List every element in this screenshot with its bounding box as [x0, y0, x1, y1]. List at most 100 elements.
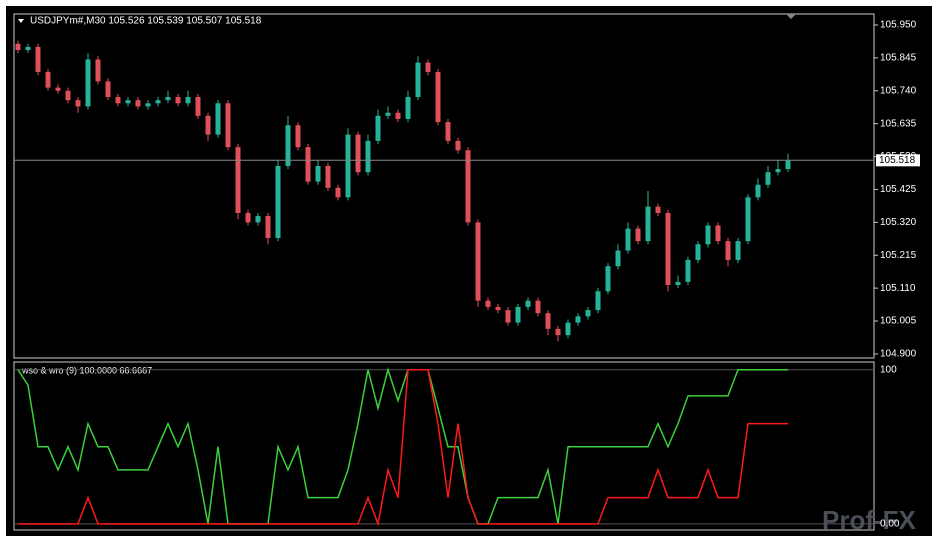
candle-body — [405, 97, 411, 119]
candle-body — [115, 97, 121, 104]
candle-body — [645, 206, 651, 242]
candle-body — [785, 160, 791, 170]
candle-body — [265, 216, 271, 239]
candle-body — [135, 100, 141, 107]
collapse-arrow[interactable] — [18, 19, 24, 23]
candle-body — [65, 90, 71, 101]
indicator-panel-frame — [13, 361, 875, 531]
y-tick-label: 105.320 — [880, 217, 917, 228]
candle-body — [355, 134, 361, 173]
candle-body — [365, 140, 371, 173]
candle-body — [745, 197, 751, 242]
candle-body — [625, 228, 631, 251]
candle-body — [595, 291, 601, 311]
candle-body — [725, 241, 731, 260]
candle-body — [285, 125, 291, 166]
candle-body — [385, 112, 391, 116]
candle-body — [705, 225, 711, 245]
candle-body — [215, 103, 221, 135]
chart-window — [6, 6, 932, 536]
y-tick-label: 0.00 — [880, 518, 900, 529]
y-tick-label: 105.005 — [880, 316, 917, 327]
candle-body — [225, 103, 231, 148]
candle-body — [395, 112, 401, 119]
current-price-box — [876, 154, 920, 167]
candle-body — [655, 206, 661, 213]
candle-body — [735, 241, 741, 260]
candle-body — [375, 115, 381, 141]
y-tick-label: 100 — [880, 364, 897, 375]
y-tick-label: 105.845 — [880, 53, 917, 64]
candle-body — [755, 184, 761, 198]
candle-body — [75, 100, 81, 107]
candle-body — [555, 328, 561, 336]
candle-body — [445, 122, 451, 141]
candle-body — [415, 62, 421, 98]
candle-body — [35, 46, 41, 72]
candle-body — [305, 147, 311, 182]
candle-body — [55, 87, 61, 91]
candle-body — [715, 225, 721, 242]
candle-body — [775, 169, 781, 173]
y-tick-label: 105.950 — [880, 20, 917, 31]
candle-body — [165, 97, 171, 101]
candle-body — [665, 212, 671, 286]
candle-body — [525, 300, 531, 307]
y-tick-label: 104.900 — [880, 349, 917, 360]
candle-body — [685, 259, 691, 282]
y-tick-label: 105.215 — [880, 250, 917, 261]
candle-body — [325, 165, 331, 188]
candle-body — [125, 100, 131, 104]
y-tick-label: 105.110 — [880, 283, 916, 294]
y-tick-label: 105.635 — [880, 118, 917, 129]
watermark: Prof-FX — [822, 505, 917, 535]
candle-body — [45, 71, 51, 88]
candle-body — [205, 115, 211, 135]
candle-body — [315, 165, 321, 182]
candle-body — [765, 172, 771, 185]
candle-body — [565, 322, 571, 336]
indicator-line — [17, 367, 788, 525]
chart-title: USDJPYm#,M30 105.526 105.539 105.507 105… — [30, 16, 262, 27]
candle-body — [545, 313, 551, 329]
candle-body — [185, 97, 191, 104]
candle-body — [575, 316, 581, 323]
indicator-line — [18, 368, 788, 527]
candle-body — [95, 59, 101, 82]
candle-body — [635, 228, 641, 242]
candle-body — [475, 222, 481, 301]
candle-body — [255, 216, 261, 223]
candle-body — [535, 300, 541, 314]
indicator-title: wso & wro (9) 100.0000 66.6667 — [21, 365, 152, 375]
candle-body — [85, 59, 91, 107]
candle-body — [505, 310, 511, 323]
candle-body — [485, 300, 491, 307]
candle-body — [345, 134, 351, 198]
candle-body — [465, 150, 471, 223]
candle-body — [455, 140, 461, 151]
candle-body — [585, 310, 591, 317]
main-panel-frame — [13, 13, 875, 359]
candle-body — [295, 125, 301, 148]
candle-body — [495, 306, 501, 311]
candle-body — [25, 46, 31, 51]
candle-body — [15, 43, 21, 51]
y-tick-label: 105.425 — [880, 184, 917, 195]
candle-body — [195, 97, 201, 116]
candle-body — [615, 250, 621, 267]
candle-body — [155, 100, 161, 104]
candle-body — [175, 97, 181, 104]
candle-body — [435, 71, 441, 123]
candle-body — [275, 165, 281, 239]
candle-body — [675, 281, 681, 286]
candle-body — [515, 306, 521, 323]
candle-body — [145, 103, 151, 107]
candle-body — [425, 62, 431, 72]
candle-body — [605, 266, 611, 292]
shift-marker — [786, 14, 796, 19]
candle-body — [245, 212, 251, 223]
y-tick-label: 105.740 — [880, 85, 917, 96]
current-price-label: 105.518 — [879, 155, 916, 166]
candle-body — [235, 147, 241, 213]
